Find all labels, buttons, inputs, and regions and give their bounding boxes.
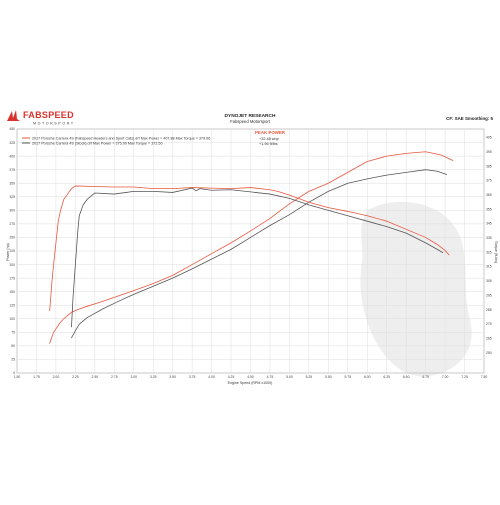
legend-entry-stock: 2017 Porsche Carrera 4S (Stock).drf Max …: [32, 142, 163, 146]
y-left-tick-label: 350: [9, 181, 15, 185]
x-tick-label: 1.75: [33, 375, 40, 379]
y-right-tick-label: 345: [486, 222, 492, 226]
x-tick-label: 2.25: [72, 375, 79, 379]
y-left-tick-label: 300: [9, 209, 15, 213]
x-tick-label: 3.00: [130, 375, 137, 379]
y-right-tick-label: 305: [486, 279, 492, 283]
x-tick-label: 5.75: [344, 375, 351, 379]
y-right-tick-label: 395: [486, 150, 492, 154]
y-axis-left-label: Power (hp): [6, 243, 10, 261]
x-tick-label: 3.50: [169, 375, 176, 379]
y-right-tick-label: 375: [486, 179, 492, 183]
x-tick-label: 2.50: [92, 375, 99, 379]
x-tick-label: 5.25: [306, 375, 313, 379]
correction-factor-label: CF: SAE Smoothing: 5: [446, 116, 493, 121]
y-right-tick-label: 385: [486, 164, 492, 168]
watermark-logo-icon: [360, 201, 472, 377]
x-tick-label: 3.25: [150, 375, 157, 379]
y-left-tick-label: 100: [9, 317, 15, 321]
x-tick-label: 3.75: [189, 375, 196, 379]
y-axis-left-ticks: 0 25 50 75 100 125 150 175 200 225 250 275 300 325 350…: [9, 127, 15, 375]
brand-logo: FABSPEED MOTORSPORT: [7, 110, 75, 126]
x-tick-label: 6.50: [403, 375, 410, 379]
y-axis-right-ticks: 250 265 275 285 295 305 315 325 335 345 355 365 375 3…: [486, 136, 492, 355]
y-right-tick-label: 250: [486, 351, 492, 355]
y-right-tick-label: 285: [486, 308, 492, 312]
y-right-tick-label: 325: [486, 250, 492, 254]
y-left-tick-label: 375: [9, 168, 15, 172]
y-right-tick-label: 335: [486, 236, 492, 240]
x-tick-label: 2.75: [111, 375, 118, 379]
series-lines: [49, 151, 454, 344]
x-tick-label: 6.75: [422, 375, 429, 379]
x-tick-label: 5.50: [325, 375, 332, 379]
y-left-tick-label: 50: [11, 344, 15, 348]
chart-subtitle: Fabspeed Motorsport: [230, 119, 271, 124]
legend: 2017 Porsche Carrera 4S (Fabspeed Header…: [22, 137, 210, 146]
x-tick-label: 4.50: [247, 375, 254, 379]
peak-power-title: PEAK POWER: [255, 130, 286, 135]
y-left-tick-label: 150: [9, 290, 15, 294]
peak-torque-gain: +1.96 ft/lbs: [259, 142, 278, 146]
modified-power-line: [49, 151, 454, 344]
x-axis-label: Engine Speed (RPM x1000): [228, 381, 273, 385]
brand-wing-icon: [7, 110, 20, 121]
stock-torque-line: [71, 187, 444, 328]
legend-entry-modified: 2017 Porsche Carrera 4S (Fabspeed Header…: [32, 137, 210, 141]
x-axis-ticks: 1.50 1.75 2.00 2.25 2.50 2.75 3.00 3.25 3.50 3.75…: [14, 375, 488, 379]
y-right-tick-label: 355: [486, 207, 492, 211]
x-tick-label: 4.00: [208, 375, 215, 379]
y-left-tick-label: 425: [9, 141, 15, 145]
brand-name: FABSPEED: [23, 110, 74, 120]
y-right-tick-label: 295: [486, 293, 492, 297]
y-right-tick-label: 405: [486, 136, 492, 140]
y-right-tick-label: 315: [486, 265, 492, 269]
y-left-tick-label: 175: [9, 276, 15, 280]
x-tick-label: 4.75: [267, 375, 274, 379]
brand-subtitle: MOTORSPORT: [33, 122, 75, 126]
y-left-tick-label: 25: [11, 358, 15, 362]
y-right-tick-label: 365: [486, 193, 492, 197]
peak-power-box: PEAK POWER +32.48 whp +1.96 ft/lbs: [255, 130, 286, 146]
grid-lines: [16, 128, 485, 374]
chart-title: DYNOJET RESEARCH: [225, 113, 276, 119]
x-tick-label: 2.00: [53, 375, 60, 379]
modified-torque-line: [49, 185, 450, 312]
y-right-tick-label: 265: [486, 336, 492, 340]
y-left-tick-label: 450: [9, 127, 15, 131]
stock-power-line: [71, 169, 448, 339]
x-tick-label: 1.50: [14, 375, 21, 379]
peak-power-gain: +32.48 whp: [259, 137, 279, 141]
y-left-tick-label: 75: [11, 331, 15, 335]
x-tick-label: 4.25: [228, 375, 235, 379]
x-tick-label: 6.25: [383, 375, 390, 379]
y-axis-right-label: Torque (ft-lbs): [494, 241, 498, 263]
x-tick-label: 6.00: [364, 375, 371, 379]
y-right-tick-label: 275: [486, 322, 492, 326]
x-tick-label: 7.50: [481, 375, 488, 379]
y-left-tick-label: 225: [9, 249, 15, 253]
y-left-tick-label: 0: [13, 371, 15, 375]
x-tick-label: 7.25: [461, 375, 468, 379]
y-left-tick-label: 400: [9, 154, 15, 158]
y-left-tick-label: 250: [9, 236, 15, 240]
y-left-tick-label: 200: [9, 263, 15, 267]
y-left-tick-label: 275: [9, 222, 15, 226]
y-left-tick-label: 125: [9, 303, 15, 307]
y-left-tick-label: 325: [9, 195, 15, 199]
x-tick-label: 5.00: [286, 375, 293, 379]
x-tick-label: 7.00: [442, 375, 449, 379]
